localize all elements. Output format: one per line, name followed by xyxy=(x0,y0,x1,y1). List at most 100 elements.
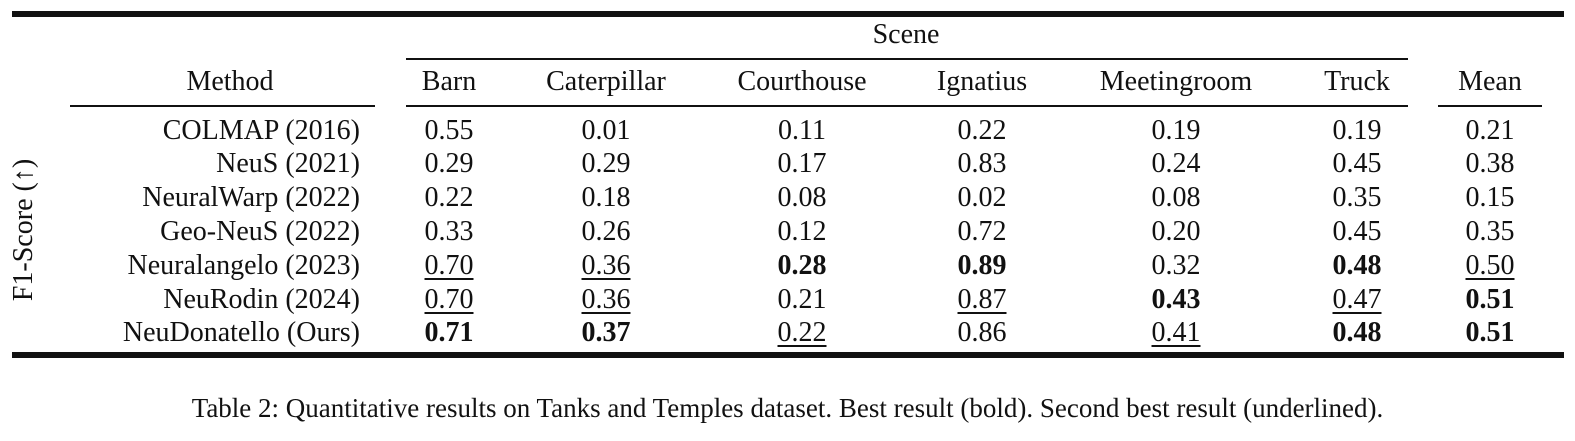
table-cell: 0.70 xyxy=(389,283,509,317)
cell-value: 0.32 xyxy=(1151,250,1201,281)
table-cell: 0.32 xyxy=(1116,249,1236,283)
table-cell: 0.72 xyxy=(922,215,1042,249)
table-cell: 0.41 xyxy=(1116,316,1236,350)
column-header-truck: Truck xyxy=(1324,66,1390,97)
table-cell: 0.71 xyxy=(389,316,509,350)
cell-value: 0.48 xyxy=(1332,317,1382,348)
cell-value: 0.24 xyxy=(1151,148,1201,179)
method-name: Geo-NeuS (2022) xyxy=(160,216,360,247)
table-cell: 0.36 xyxy=(546,249,666,283)
cell-value: 0.87 xyxy=(957,284,1007,315)
column-header-mean: Mean xyxy=(1458,66,1522,97)
method-name: NeuS (2021) xyxy=(216,148,360,179)
cell-value: 0.70 xyxy=(424,284,474,315)
table-cell: 0.29 xyxy=(546,147,666,181)
table-cell: 0.45 xyxy=(1297,147,1417,181)
scene-header: Scene xyxy=(872,19,940,50)
cell-value: 0.51 xyxy=(1465,317,1515,348)
cell-value: 0.43 xyxy=(1151,284,1201,315)
columns-cmidrule xyxy=(406,105,1408,107)
cell-value: 0.55 xyxy=(424,115,474,146)
table-caption: Table 2: Quantitative results on Tanks a… xyxy=(191,393,1384,423)
cell-value: 0.18 xyxy=(581,182,631,213)
table-cell: 0.45 xyxy=(1297,215,1417,249)
cell-value: 0.29 xyxy=(581,148,631,179)
table-cell: 0.22 xyxy=(922,114,1042,148)
cell-value: 0.41 xyxy=(1151,317,1201,348)
method-name: Neuralangelo (2023) xyxy=(127,250,360,281)
cell-value: 0.02 xyxy=(957,182,1007,213)
table-cell: 0.48 xyxy=(1297,316,1417,350)
cell-value: 0.08 xyxy=(1151,182,1201,213)
table-cell: 0.37 xyxy=(546,316,666,350)
cell-value: 0.36 xyxy=(581,284,631,315)
table-cell: 0.18 xyxy=(546,181,666,215)
table-cell: 0.21 xyxy=(742,283,862,317)
cell-value: 0.22 xyxy=(957,115,1007,146)
cell-value: 0.89 xyxy=(957,250,1007,281)
table-top-rule xyxy=(12,11,1564,17)
table-cell: 0.51 xyxy=(1430,283,1550,317)
table-cell: 0.02 xyxy=(922,181,1042,215)
cell-value: 0.83 xyxy=(957,148,1007,179)
table-cell: 0.11 xyxy=(742,114,862,148)
table-cell: 0.08 xyxy=(1116,181,1236,215)
cell-value: 0.86 xyxy=(957,317,1007,348)
table-cell: 0.83 xyxy=(922,147,1042,181)
cell-value: 0.72 xyxy=(957,216,1007,247)
cell-value: 0.28 xyxy=(777,250,827,281)
table-cell: 0.24 xyxy=(1116,147,1236,181)
table-cell: 0.47 xyxy=(1297,283,1417,317)
table-cell: 0.55 xyxy=(389,114,509,148)
table-cell: 0.12 xyxy=(742,215,862,249)
cell-value: 0.19 xyxy=(1332,115,1382,146)
column-header-courthouse: Courthouse xyxy=(737,66,867,97)
column-header-meetingroom: Meetingroom xyxy=(1099,66,1253,97)
cell-value: 0.33 xyxy=(424,216,474,247)
cell-value: 0.45 xyxy=(1332,148,1382,179)
table-cell: 0.48 xyxy=(1297,249,1417,283)
table-cell: 0.50 xyxy=(1430,249,1550,283)
cell-value: 0.70 xyxy=(424,250,474,281)
table-cell: 0.19 xyxy=(1116,114,1236,148)
scene-cmidrule xyxy=(406,58,1408,60)
cell-value: 0.38 xyxy=(1465,148,1515,179)
cell-value: 0.51 xyxy=(1465,284,1515,315)
cell-value: 0.22 xyxy=(777,317,827,348)
cell-value: 0.71 xyxy=(424,317,474,348)
cell-value: 0.47 xyxy=(1332,284,1382,315)
cell-value: 0.22 xyxy=(424,182,474,213)
table-cell: 0.87 xyxy=(922,283,1042,317)
method-cmidrule xyxy=(70,105,375,107)
cell-value: 0.17 xyxy=(777,148,827,179)
cell-value: 0.21 xyxy=(1465,115,1515,146)
table-cell: 0.28 xyxy=(742,249,862,283)
table-cell: 0.43 xyxy=(1116,283,1236,317)
table-cell: 0.22 xyxy=(389,181,509,215)
cell-value: 0.26 xyxy=(581,216,631,247)
cell-value: 0.50 xyxy=(1465,250,1515,281)
table-cell: 0.21 xyxy=(1430,114,1550,148)
method-name: NeuDonatello (Ours) xyxy=(122,317,360,348)
table-cell: 0.19 xyxy=(1297,114,1417,148)
cell-value: 0.45 xyxy=(1332,216,1382,247)
cell-value: 0.12 xyxy=(777,216,827,247)
table-cell: 0.20 xyxy=(1116,215,1236,249)
table-cell: 0.33 xyxy=(389,215,509,249)
table-cell: 0.17 xyxy=(742,147,862,181)
cell-value: 0.08 xyxy=(777,182,827,213)
cell-value: 0.35 xyxy=(1465,216,1515,247)
table-cell: 0.22 xyxy=(742,316,862,350)
table-cell: 0.35 xyxy=(1297,181,1417,215)
column-header-ignatius: Ignatius xyxy=(936,66,1028,97)
method-name: COLMAP (2016) xyxy=(162,115,360,146)
table-cell: 0.26 xyxy=(546,215,666,249)
column-header-caterpillar: Caterpillar xyxy=(546,66,666,97)
method-name: NeuRodin (2024) xyxy=(163,284,360,315)
mean-cmidrule xyxy=(1438,105,1542,107)
cell-value: 0.37 xyxy=(581,317,631,348)
method-name: NeuralWarp (2022) xyxy=(142,182,360,213)
table-cell: 0.01 xyxy=(546,114,666,148)
table-cell: 0.08 xyxy=(742,181,862,215)
table-cell: 0.35 xyxy=(1430,215,1550,249)
